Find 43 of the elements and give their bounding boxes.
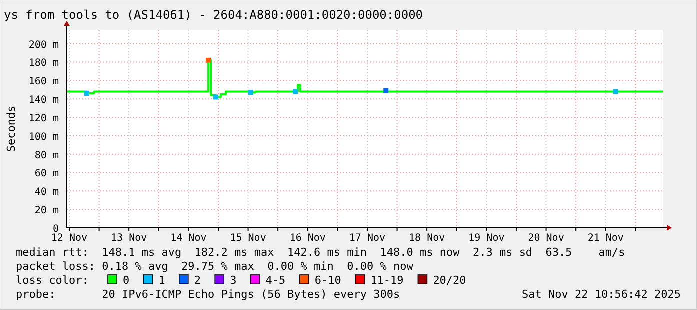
y-tick-label: 20 m bbox=[34, 206, 59, 217]
legend-label: 3 bbox=[230, 274, 237, 287]
y-tick-label: 200 m bbox=[28, 40, 59, 51]
legend-label: 1 bbox=[158, 274, 166, 287]
text: packet loss: 0.18 % avg 29.75 % max 0.00 % min 0.00 % now bbox=[16, 260, 414, 273]
x-tick-label: 20 Nov bbox=[528, 233, 564, 244]
point bbox=[206, 58, 212, 63]
x-tick-label: 12 Nov bbox=[51, 233, 88, 244]
legend-label: 4-5 bbox=[266, 274, 286, 287]
y-tick-label: 80 m bbox=[34, 150, 59, 162]
point bbox=[248, 90, 254, 96]
y-tick-label: 180 m bbox=[28, 58, 59, 70]
x-tick-label: 13 Nov bbox=[111, 233, 148, 244]
x-tick-label: 14 Nov bbox=[170, 233, 207, 244]
text: Sat Nov 22 10:56:42 2025 bbox=[522, 288, 681, 301]
y-tick-label: 40 m bbox=[34, 187, 59, 198]
x-tick-label: 17 Nov bbox=[349, 233, 386, 244]
legend-label: 11-19 bbox=[370, 274, 404, 287]
y-tick-label: 120 m bbox=[28, 113, 59, 124]
legend-label: 6-10 bbox=[314, 274, 342, 287]
point bbox=[384, 88, 389, 94]
point bbox=[84, 91, 90, 96]
x-tick-label: 16 Nov bbox=[290, 233, 326, 244]
y-tick-label: 160 m bbox=[28, 76, 59, 88]
x-tick-label: 18 Nov bbox=[409, 233, 446, 244]
y-axis-title: Seconds bbox=[5, 106, 18, 152]
legend-label: 20/20 bbox=[433, 274, 466, 287]
text: probe: 20 IPv6-ICMP Echo Pings (56 Bytes) every 300s bbox=[16, 288, 400, 301]
point bbox=[292, 89, 298, 94]
legend-label: 0 bbox=[123, 274, 130, 287]
y-tick-label: 60 m bbox=[34, 168, 59, 180]
x-tick-label: 21 Nov bbox=[588, 233, 624, 244]
text: median rtt: 148.1 ms avg 182.2 ms max 142.6 ms min 148.0 ms now 2.3 ms sd 63.5 am/s bbox=[16, 246, 626, 259]
point bbox=[214, 94, 218, 100]
legend-title: loss color: bbox=[16, 274, 89, 287]
legend-label: 2 bbox=[194, 274, 202, 287]
chart-title: ys from tools to (AS14061) - 2604:A880:0001:0020:0000:0000 bbox=[4, 8, 424, 22]
y-tick-label: 100 m bbox=[28, 132, 59, 143]
x-tick-label: 15 Nov bbox=[230, 233, 266, 244]
y-tick-label: 0 bbox=[52, 224, 59, 235]
y-tick-label: 140 m bbox=[28, 95, 59, 106]
x-tick-label: 19 Nov bbox=[468, 233, 505, 244]
point bbox=[613, 89, 618, 94]
